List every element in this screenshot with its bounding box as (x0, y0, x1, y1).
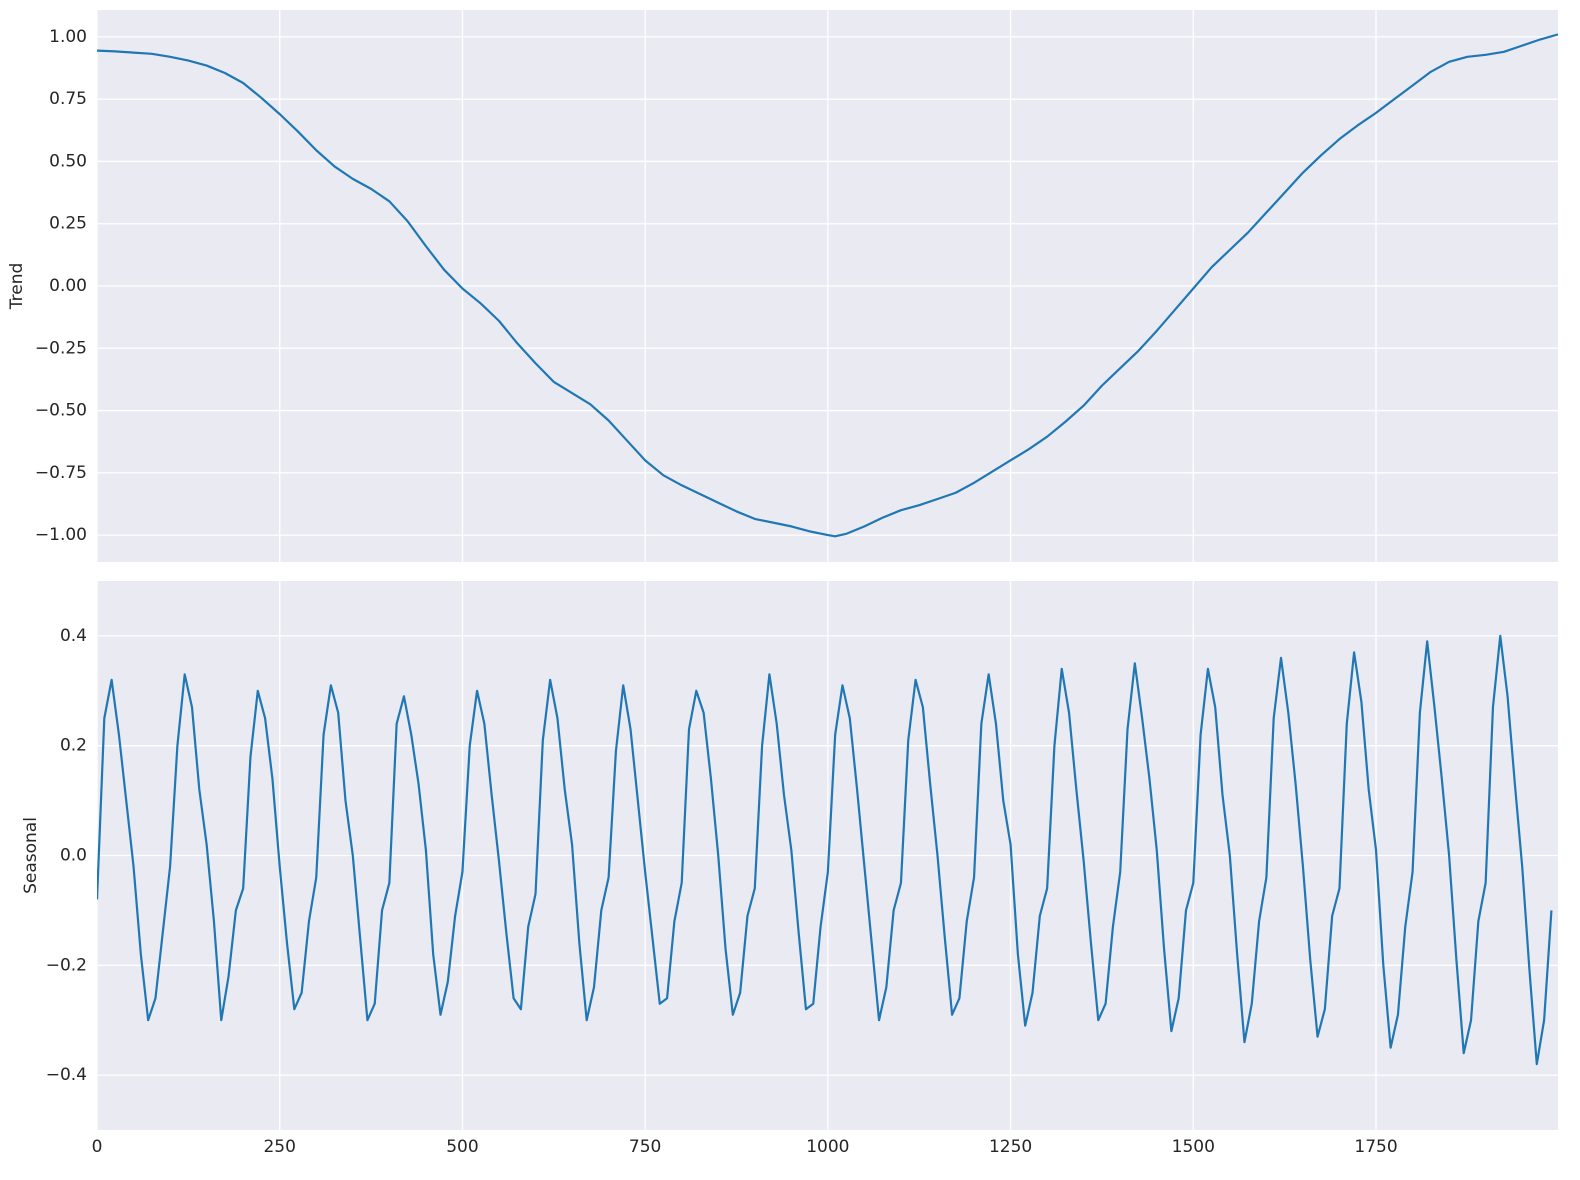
y-tick-label: 0.75 (49, 89, 87, 109)
y-axis-label: Seasonal (21, 817, 41, 894)
y-tick-label: 0.2 (60, 736, 87, 756)
y-tick-label: −0.2 (46, 955, 87, 975)
y-tick-label: −1.00 (35, 525, 87, 545)
x-tick-label: 1000 (806, 1137, 849, 1157)
x-tick-label: 0 (92, 1137, 103, 1157)
x-tick-label: 250 (263, 1137, 295, 1157)
x-tick-label: 500 (446, 1137, 478, 1157)
y-tick-label: −0.25 (35, 338, 87, 358)
trend-line (97, 33, 1558, 538)
x-tick-label: 1250 (989, 1137, 1032, 1157)
x-tick-label: 750 (629, 1137, 661, 1157)
y-tick-label: 0.25 (49, 214, 87, 234)
x-tick-label: 1750 (1354, 1137, 1397, 1157)
y-tick-label: 1.00 (49, 27, 87, 47)
y-tick-label: 0.0 (60, 846, 87, 866)
y-axis-label: Trend (7, 263, 27, 311)
y-tick-label: 0.00 (49, 276, 87, 296)
y-tick-label: −0.50 (35, 401, 87, 421)
x-tick-label: 1500 (1172, 1137, 1215, 1157)
y-tick-label: −0.75 (35, 463, 87, 483)
y-tick-label: 0.50 (49, 151, 87, 171)
y-tick-label: −0.4 (46, 1065, 87, 1085)
trend-line (97, 634, 1553, 1066)
y-tick-label: 0.4 (60, 626, 87, 646)
